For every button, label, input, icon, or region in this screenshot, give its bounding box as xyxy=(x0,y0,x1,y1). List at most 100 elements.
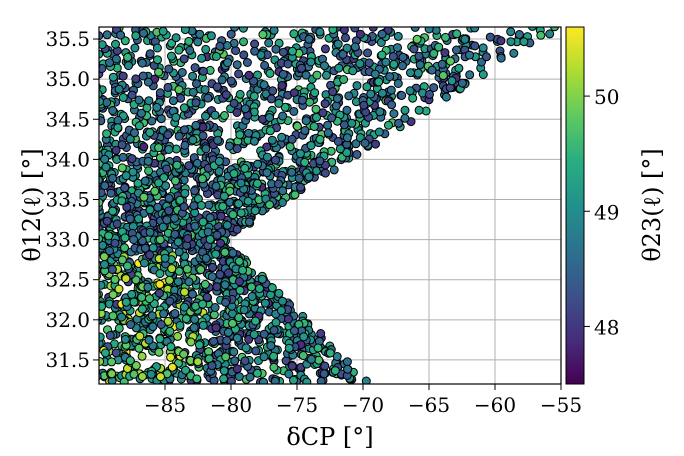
scatter-point xyxy=(262,168,272,178)
scatter-point xyxy=(211,181,221,191)
scatter-point xyxy=(99,321,100,323)
scatter-point xyxy=(165,296,175,306)
scatter-point xyxy=(99,140,102,149)
scatter-point xyxy=(305,97,315,107)
scatter-point xyxy=(117,163,127,173)
scatter-point xyxy=(234,313,244,322)
scatter-point xyxy=(350,27,360,33)
scatter-point xyxy=(385,72,395,82)
scatter-point xyxy=(166,352,176,362)
scatter-point xyxy=(145,294,154,304)
scatter-point xyxy=(198,66,208,76)
x-axis: −85 −80 −75 −70 −65 −60 −55 xyxy=(144,384,582,417)
scatter-point xyxy=(106,188,116,198)
scatter-point xyxy=(189,201,199,211)
scatter-point xyxy=(389,109,399,119)
scatter-point xyxy=(265,68,275,78)
scatter-point xyxy=(271,318,281,327)
scatter-point xyxy=(184,277,194,287)
scatter-point xyxy=(99,306,100,310)
scatter-point xyxy=(249,330,259,339)
scatter-point xyxy=(327,113,337,123)
scatter-point xyxy=(348,66,358,76)
scatter-point xyxy=(223,327,233,337)
scatter-point xyxy=(269,351,279,361)
scatter-point xyxy=(155,235,165,245)
scatter-point xyxy=(89,279,97,287)
scatter-point xyxy=(158,27,168,36)
scatter-point xyxy=(112,219,122,229)
scatter-point xyxy=(312,70,322,80)
scatter-point xyxy=(99,116,106,126)
scatter-point xyxy=(330,366,340,376)
scatter-point xyxy=(89,358,97,366)
plot-frame xyxy=(98,26,562,385)
scatter-point xyxy=(99,40,107,50)
y-tick-label: 34.5 xyxy=(45,107,90,131)
scatter-point xyxy=(276,306,286,315)
scatter-point xyxy=(99,280,106,290)
scatter-point xyxy=(102,98,112,107)
scatter-point xyxy=(334,63,344,73)
scatter-point xyxy=(162,164,172,174)
scatter-point xyxy=(221,90,231,100)
scatter-point xyxy=(241,343,251,353)
scatter-point xyxy=(232,333,242,343)
scatter-point xyxy=(108,173,118,183)
scatter-point xyxy=(91,141,99,149)
scatter-point xyxy=(409,44,419,54)
scatter-point xyxy=(89,167,97,175)
scatter-point xyxy=(99,175,103,185)
scatter-point xyxy=(427,65,437,75)
scatter-point xyxy=(198,131,208,141)
scatter-point xyxy=(102,216,112,226)
scatter-point xyxy=(170,309,180,318)
scatter-point xyxy=(179,103,189,113)
scatter-point xyxy=(429,83,439,93)
scatter-point xyxy=(128,167,138,177)
scatter-point xyxy=(397,91,407,100)
scatter-point xyxy=(267,283,277,293)
scatter-point xyxy=(415,60,425,70)
scatter-point xyxy=(229,98,239,108)
scatter-point xyxy=(388,52,398,61)
scatter-point xyxy=(144,166,154,176)
scatter-point xyxy=(139,28,148,38)
scatter-point xyxy=(228,248,238,258)
scatter-point xyxy=(250,206,260,216)
scatter-point xyxy=(214,167,224,176)
scatter-point xyxy=(269,27,279,35)
scatter-point xyxy=(154,67,164,77)
scatter-point xyxy=(108,290,118,300)
scatter-point xyxy=(198,320,208,330)
scatter-point xyxy=(99,190,100,197)
scatter-point xyxy=(180,188,190,198)
scatter-point xyxy=(134,214,144,224)
scatter-point xyxy=(342,357,352,367)
scatter-point xyxy=(108,72,118,82)
scatter-point xyxy=(125,134,135,144)
scatter-point xyxy=(384,120,393,130)
scatter-point xyxy=(110,275,120,284)
scatter-point xyxy=(207,272,217,282)
scatter-point xyxy=(258,30,268,39)
scatter-point xyxy=(188,87,198,97)
scatter-point xyxy=(387,100,397,110)
scatter-point xyxy=(113,123,123,133)
scatter-point xyxy=(255,284,264,294)
scatter-point xyxy=(107,265,117,274)
scatter-point xyxy=(234,199,244,209)
scatter-point xyxy=(253,70,262,80)
y-tick-label: 35.0 xyxy=(45,67,90,91)
y-axis: 31.5 32.0 32.5 33.0 33.5 34.0 34.5 35.0 35.5 xyxy=(45,27,99,372)
scatter-point xyxy=(134,95,144,105)
scatter-point xyxy=(215,270,225,279)
scatter-point xyxy=(102,129,112,139)
scatter-point xyxy=(111,39,120,49)
scatter-point xyxy=(352,81,362,91)
scatter-point xyxy=(225,141,234,151)
scatter-point xyxy=(239,37,248,47)
scatter-point xyxy=(318,108,328,118)
scatter-point xyxy=(298,351,308,360)
scatter-point xyxy=(179,302,189,312)
